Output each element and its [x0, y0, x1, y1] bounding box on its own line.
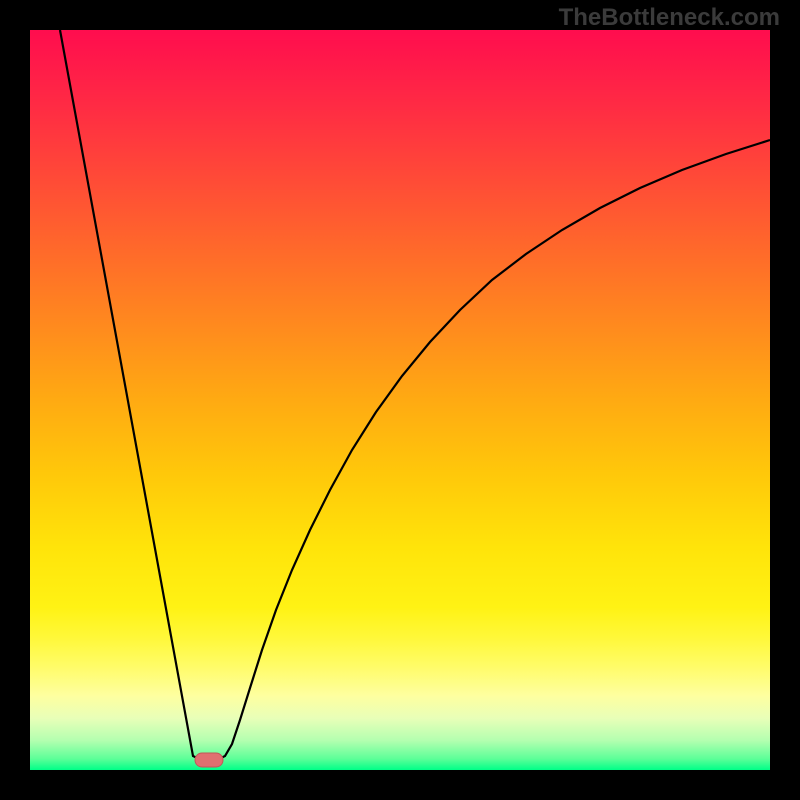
chart-svg [0, 0, 800, 800]
bottleneck-chart: TheBottleneck.com [0, 0, 800, 800]
plot-background [30, 30, 770, 770]
optimal-marker [195, 753, 223, 767]
watermark-text: TheBottleneck.com [559, 4, 780, 32]
